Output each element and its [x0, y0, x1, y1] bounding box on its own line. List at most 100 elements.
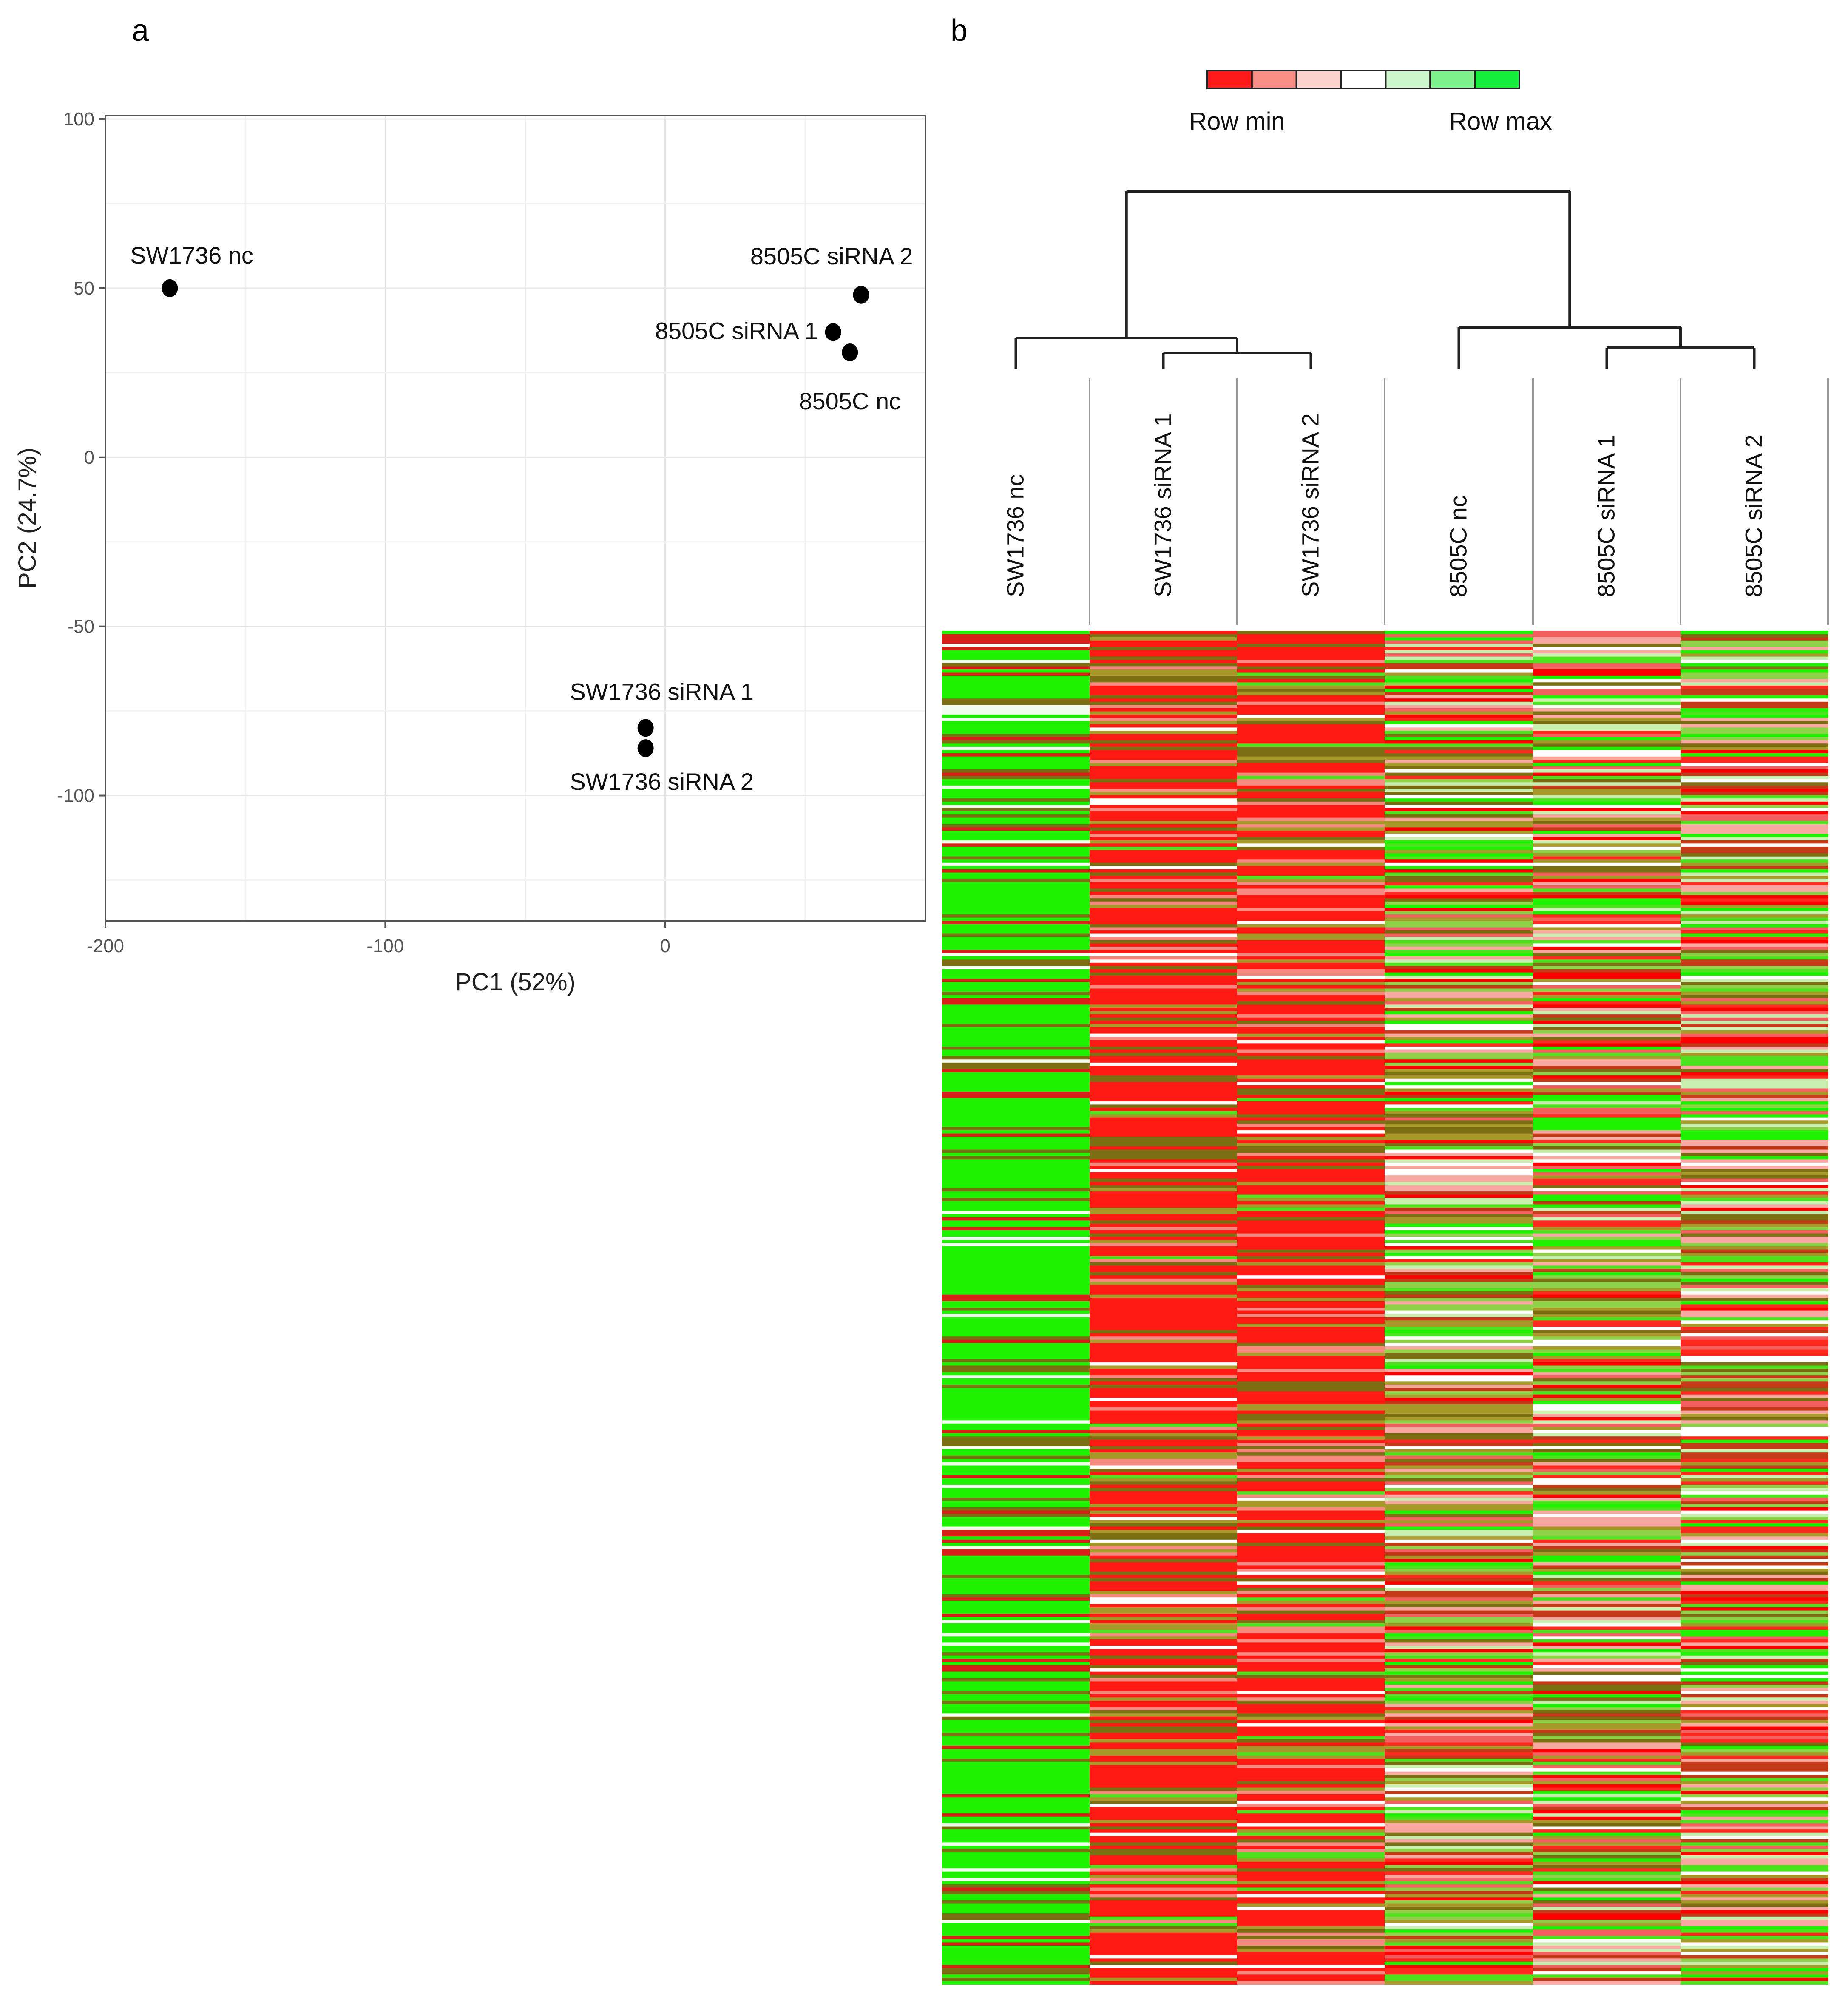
heatmap-cell	[1533, 1185, 1681, 1189]
heatmap-cell	[942, 862, 1090, 867]
heatmap-cell	[1533, 769, 1681, 773]
heatmap-cell	[1533, 1642, 1681, 1646]
heatmap-cell	[1385, 1491, 1533, 1495]
heatmap-cell	[1090, 1642, 1238, 1646]
heatmap-cell	[1090, 898, 1238, 902]
heatmap-cell	[1237, 956, 1385, 960]
heatmap-cell	[1237, 1162, 1385, 1166]
heatmap-cell	[1090, 1781, 1238, 1785]
heatmap-cell	[1533, 1636, 1681, 1640]
heatmap-cell	[1533, 995, 1681, 999]
heatmap-cell	[1090, 1726, 1238, 1730]
heatmap-cell	[1681, 1178, 1828, 1183]
heatmap-cell	[1533, 1301, 1681, 1305]
heatmap-cell	[1090, 1182, 1238, 1186]
heatmap-cell	[1533, 1533, 1681, 1537]
heatmap-cell	[1533, 1849, 1681, 1853]
heatmap-cell	[1681, 1846, 1828, 1849]
heatmap-cell	[1681, 1024, 1828, 1028]
heatmap-cell	[1237, 1159, 1385, 1163]
heatmap-cell	[1237, 1459, 1385, 1463]
heatmap-cell	[1385, 1030, 1533, 1034]
heatmap-cell	[942, 753, 1090, 757]
heatmap-cell	[1090, 1539, 1238, 1543]
heatmap-cell	[1681, 1220, 1828, 1224]
heatmap-cell	[1385, 1423, 1533, 1427]
heatmap-cell	[1237, 1523, 1385, 1527]
heatmap-cell	[1385, 776, 1533, 780]
heatmap-cell	[942, 1430, 1090, 1434]
heatmap-cell	[1681, 792, 1828, 796]
heatmap-cell	[1237, 746, 1385, 751]
heatmap-cell	[1090, 933, 1238, 938]
heatmap-cell	[1533, 1571, 1681, 1576]
heatmap-cell	[1090, 779, 1238, 783]
heatmap-cell	[1090, 1391, 1238, 1395]
heatmap-cell	[1090, 1784, 1238, 1788]
heatmap-cell	[942, 843, 1090, 847]
heatmap-cell	[942, 1475, 1090, 1479]
heatmap-cell	[1533, 850, 1681, 854]
heatmap-cell	[942, 1923, 1090, 1927]
heatmap-cell	[1237, 1282, 1385, 1285]
heatmap-cell	[1385, 1939, 1533, 1943]
heatmap-cell	[942, 1262, 1090, 1266]
heatmap-cell	[1681, 1514, 1828, 1517]
heatmap-cell	[1385, 1082, 1533, 1086]
heatmap-cell	[1533, 1291, 1681, 1295]
heatmap-cell	[1533, 1404, 1681, 1408]
heatmap-cell	[1681, 679, 1828, 683]
heatmap-cell	[1681, 634, 1828, 638]
heatmap-cell	[1385, 1298, 1533, 1302]
heatmap-cell	[1681, 1262, 1828, 1266]
heatmap-cell	[1090, 1301, 1238, 1305]
heatmap-cell	[1385, 701, 1533, 706]
heatmap-cell	[1681, 801, 1828, 806]
heatmap-cell	[1237, 1220, 1385, 1224]
heatmap-cell	[1090, 946, 1238, 950]
heatmap-cell	[1681, 1543, 1828, 1546]
heatmap-cell	[1681, 718, 1828, 722]
heatmap-cell	[1385, 1037, 1533, 1041]
heatmap-cell	[1090, 731, 1238, 735]
heatmap-cell	[1681, 966, 1828, 970]
heatmap-cell	[942, 876, 1090, 879]
heatmap-cell	[1237, 1858, 1385, 1862]
heatmap-cell	[942, 1875, 1090, 1878]
heatmap-cell	[1385, 1794, 1533, 1798]
heatmap-cell	[1681, 1816, 1828, 1821]
heatmap-cell	[1681, 1546, 1828, 1550]
heatmap-cell	[1385, 782, 1533, 786]
heatmap-cell	[1237, 644, 1385, 647]
heatmap-cell	[1090, 1517, 1238, 1521]
heatmap-cell	[1385, 1062, 1533, 1066]
heatmap-cell	[1385, 1027, 1533, 1031]
heatmap-cell	[1385, 1555, 1533, 1560]
heatmap-cell	[1237, 982, 1385, 986]
heatmap-cell	[1237, 979, 1385, 983]
heatmap-cell	[1681, 882, 1828, 886]
heatmap-cell	[1237, 1291, 1385, 1295]
heatmap-cell	[1385, 1671, 1533, 1676]
heatmap-cell	[942, 682, 1090, 686]
heatmap-cell	[1681, 927, 1828, 931]
heatmap-cell	[942, 1098, 1090, 1102]
heatmap-cell	[1681, 1301, 1828, 1305]
heatmap-cell	[1385, 1123, 1533, 1128]
heatmap-cell	[1385, 1159, 1533, 1163]
heatmap-cell	[1237, 1049, 1385, 1054]
heatmap-cell	[942, 1846, 1090, 1849]
heatmap-cell	[1090, 1243, 1238, 1247]
heatmap-cell	[1533, 698, 1681, 702]
heatmap-cell	[1090, 1246, 1238, 1250]
heatmap-cell	[1090, 1130, 1238, 1134]
heatmap-cell	[1237, 1955, 1385, 1959]
heatmap-cell	[1237, 1214, 1385, 1218]
heatmap-cell	[1385, 1791, 1533, 1795]
heatmap-cell	[942, 888, 1090, 893]
heatmap-cell	[1385, 888, 1533, 893]
data-point	[637, 719, 654, 737]
heatmap-cell	[1090, 718, 1238, 722]
heatmap-cell	[1681, 1420, 1828, 1424]
heatmap-cell	[1090, 1907, 1238, 1911]
